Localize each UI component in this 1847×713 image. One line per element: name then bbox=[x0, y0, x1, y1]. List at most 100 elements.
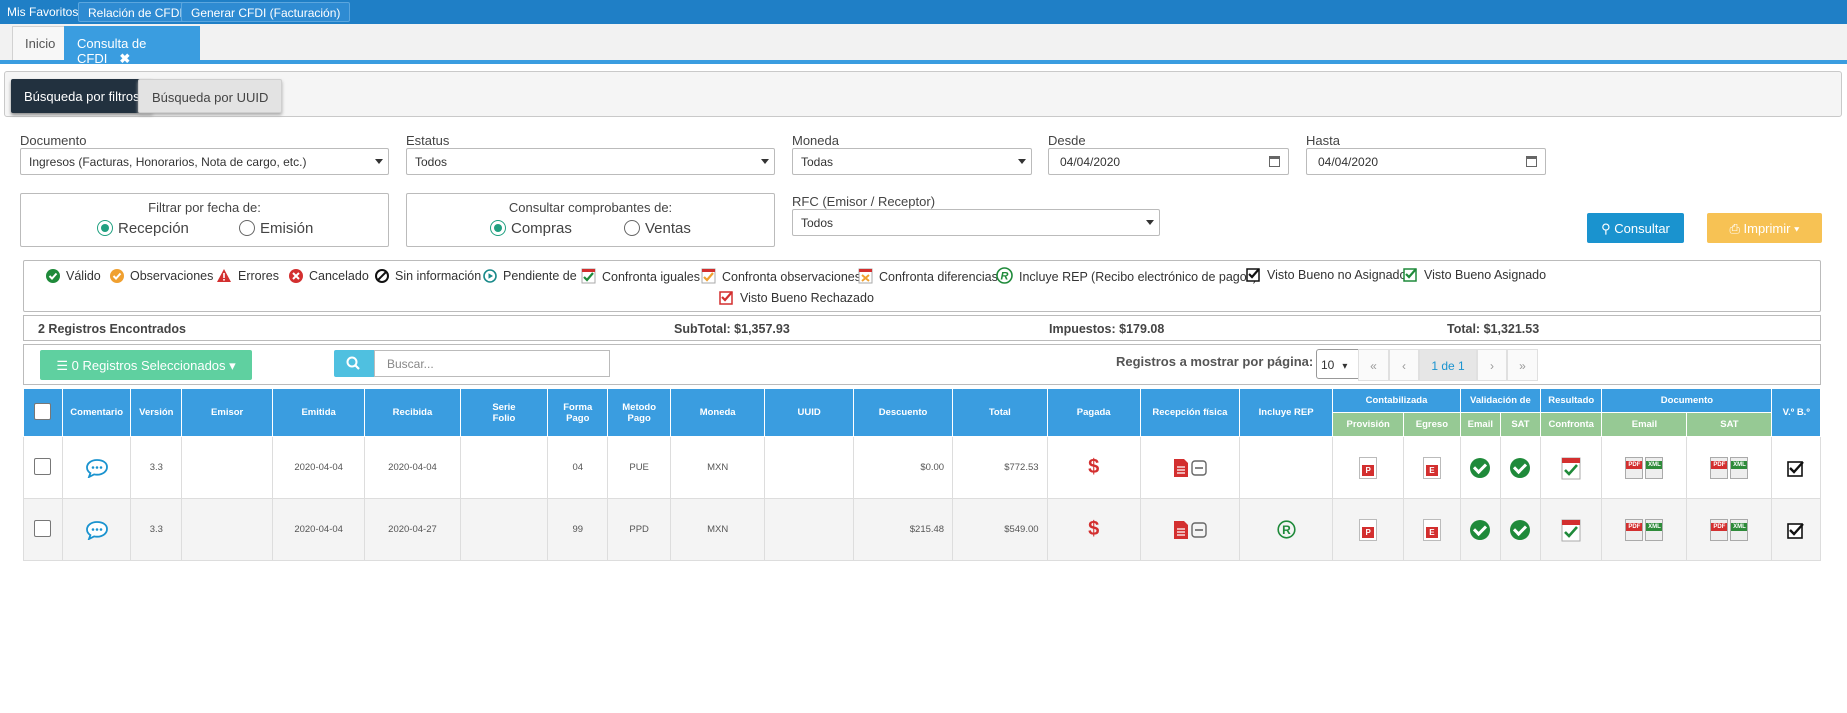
col-val-sat[interactable]: SAT bbox=[1499, 412, 1542, 437]
confronta-iguales-icon[interactable] bbox=[1561, 518, 1581, 542]
pdf-icon[interactable]: PDF bbox=[1710, 518, 1729, 541]
table-search-input[interactable]: Buscar... bbox=[374, 350, 610, 377]
pdf-icon[interactable]: PDF bbox=[1710, 456, 1729, 479]
col-incluye-rep[interactable]: Incluye REP bbox=[1238, 388, 1334, 437]
col-visto-bueno[interactable]: V.º B.º bbox=[1771, 388, 1821, 437]
pager-first[interactable]: « bbox=[1358, 349, 1389, 381]
calendar-icon[interactable] bbox=[1526, 156, 1537, 167]
provision-cell: P bbox=[1332, 436, 1405, 499]
col-confronta[interactable]: Confronta bbox=[1540, 412, 1603, 437]
search-by-uuid-button[interactable]: Búsqueda por UUID bbox=[138, 79, 283, 113]
rep-cell: R bbox=[1238, 498, 1334, 561]
col-uuid[interactable]: UUID bbox=[764, 388, 854, 437]
col-doc-sat[interactable]: SAT bbox=[1686, 412, 1773, 437]
desde-date-input[interactable]: 04/04/2020 bbox=[1048, 148, 1289, 175]
confronta-diferencias-icon bbox=[858, 267, 873, 287]
col-moneda[interactable]: Moneda bbox=[669, 388, 766, 437]
hasta-date-input[interactable]: 04/04/2020 bbox=[1306, 148, 1546, 175]
xml-icon[interactable]: XML bbox=[1730, 518, 1749, 541]
pdf-icon[interactable]: PDF bbox=[1625, 456, 1644, 479]
xml-icon[interactable]: XML bbox=[1645, 518, 1664, 541]
comment-icon[interactable] bbox=[85, 458, 109, 478]
col-total[interactable]: Total bbox=[952, 388, 1048, 437]
tab-inicio[interactable]: Inicio bbox=[12, 26, 69, 60]
moneda-select[interactable]: Todas bbox=[792, 148, 1032, 175]
consultar-button[interactable]: ⚲ Consultar bbox=[1587, 213, 1684, 243]
col-emitida[interactable]: Emitida bbox=[272, 388, 366, 437]
radio-emision[interactable]: Emisión bbox=[239, 220, 313, 237]
egreso-doc-icon[interactable]: E bbox=[1422, 518, 1441, 541]
pager-current[interactable]: 1 de 1 bbox=[1419, 349, 1477, 381]
col-recepcion-fisica[interactable]: Recepción física bbox=[1139, 388, 1240, 437]
xml-icon[interactable]: XML bbox=[1730, 456, 1749, 479]
calendar-icon[interactable] bbox=[1269, 156, 1280, 167]
favorites-bar: Mis Favoritos: Relación de CFDIs Generar… bbox=[0, 0, 1847, 24]
svg-text:R: R bbox=[1282, 523, 1291, 537]
registros-seleccionados-button[interactable]: ☰ 0 Registros Seleccionados ▾ bbox=[40, 350, 252, 380]
provision-doc-icon[interactable]: P bbox=[1359, 456, 1378, 479]
search-button[interactable] bbox=[334, 350, 374, 377]
col-descuento[interactable]: Descuento bbox=[852, 388, 954, 437]
registered-r-icon[interactable]: R bbox=[1277, 520, 1296, 539]
pager-last[interactable]: » bbox=[1507, 349, 1538, 381]
metodo-pago-cell: PUE bbox=[607, 436, 671, 499]
minus-square-icon[interactable] bbox=[1191, 459, 1207, 476]
radio-ventas[interactable]: Ventas bbox=[624, 220, 691, 237]
fav-relacion-cfdis[interactable]: Relación de CFDIs bbox=[78, 2, 199, 22]
search-by-filters-button[interactable]: Búsqueda por filtros bbox=[11, 79, 153, 113]
col-egreso[interactable]: Egreso bbox=[1403, 412, 1461, 437]
checkbox-checked-icon[interactable] bbox=[1787, 459, 1805, 477]
xml-icon[interactable]: XML bbox=[1645, 456, 1664, 479]
col-metodo-pago[interactable]: Metodo Pago bbox=[607, 388, 671, 437]
col-comentario[interactable]: Comentario bbox=[61, 388, 132, 437]
val-email-cell bbox=[1459, 436, 1501, 499]
per-page-select[interactable]: 10 ▾ bbox=[1316, 349, 1362, 379]
col-version[interactable]: Versión bbox=[130, 388, 183, 437]
col-val-email[interactable]: Email bbox=[1459, 412, 1501, 437]
col-doc-email[interactable]: Email bbox=[1601, 412, 1688, 437]
col-serie-folio[interactable]: Serie Folio bbox=[459, 388, 549, 437]
subtotal: SubTotal: $1,357.93 bbox=[674, 322, 790, 336]
pdf-icon[interactable]: PDF bbox=[1625, 518, 1644, 541]
comment-icon[interactable] bbox=[85, 520, 109, 540]
col-recibida[interactable]: Recibida bbox=[364, 388, 461, 437]
radio-checked-icon bbox=[490, 220, 506, 236]
tab-inicio-label: Inicio bbox=[25, 36, 56, 51]
estatus-select[interactable]: Todos bbox=[406, 148, 775, 175]
egreso-doc-icon[interactable]: E bbox=[1422, 456, 1441, 479]
radio-recepcion[interactable]: Recepción bbox=[97, 220, 189, 237]
checkbox-checked-icon[interactable] bbox=[1787, 521, 1805, 539]
col-emisor[interactable]: Emisor bbox=[181, 388, 274, 437]
documento-select[interactable]: Ingresos (Facturas, Honorarios, Nota de … bbox=[20, 148, 389, 175]
error-triangle-icon bbox=[216, 268, 232, 286]
radio-checked-icon bbox=[97, 220, 113, 236]
col-provision[interactable]: Provisión bbox=[1332, 412, 1405, 437]
col-forma-pago[interactable]: Forma Pago bbox=[547, 388, 609, 437]
emitida-cell: 2020-04-04 bbox=[272, 498, 366, 561]
radio-compras[interactable]: Compras bbox=[490, 220, 572, 237]
imprimir-button[interactable]: ⎙ Imprimir ▾ bbox=[1707, 213, 1822, 243]
egreso-cell: E bbox=[1403, 436, 1461, 499]
pager-prev[interactable]: ‹ bbox=[1389, 349, 1419, 381]
legend-vb-no-label: Visto Bueno no Asignado bbox=[1267, 268, 1407, 282]
search-mode-panel: Búsqueda por filtros Búsqueda por UUID bbox=[4, 71, 1842, 117]
estatus-label: Estatus bbox=[406, 133, 450, 148]
close-icon[interactable]: ✖ bbox=[119, 51, 131, 66]
row-checkbox[interactable] bbox=[34, 519, 52, 537]
confronta-iguales-icon[interactable] bbox=[1561, 456, 1581, 480]
provision-doc-icon[interactable]: P bbox=[1359, 518, 1378, 541]
select-all-checkbox[interactable] bbox=[34, 402, 52, 420]
doc-sat-cell: PDF XML bbox=[1686, 498, 1773, 561]
file-icon[interactable] bbox=[1173, 458, 1189, 477]
file-icon[interactable] bbox=[1173, 520, 1189, 539]
col-pagada[interactable]: Pagada bbox=[1046, 388, 1141, 437]
val-sat-cell bbox=[1499, 498, 1542, 561]
fav-generar-cfdi[interactable]: Generar CFDI (Facturación) bbox=[181, 2, 351, 22]
row-checkbox[interactable] bbox=[34, 457, 52, 475]
rfc-select[interactable]: Todos bbox=[792, 209, 1160, 236]
legend-rep: R Incluye REP (Recibo electrónico de pago… bbox=[996, 267, 1257, 287]
minus-square-icon[interactable] bbox=[1191, 521, 1207, 538]
tab-consulta-cfdi[interactable]: Consulta de CFDI ✖ bbox=[64, 26, 200, 66]
estatus-value: Todos bbox=[415, 155, 448, 169]
pager-next[interactable]: › bbox=[1477, 349, 1507, 381]
